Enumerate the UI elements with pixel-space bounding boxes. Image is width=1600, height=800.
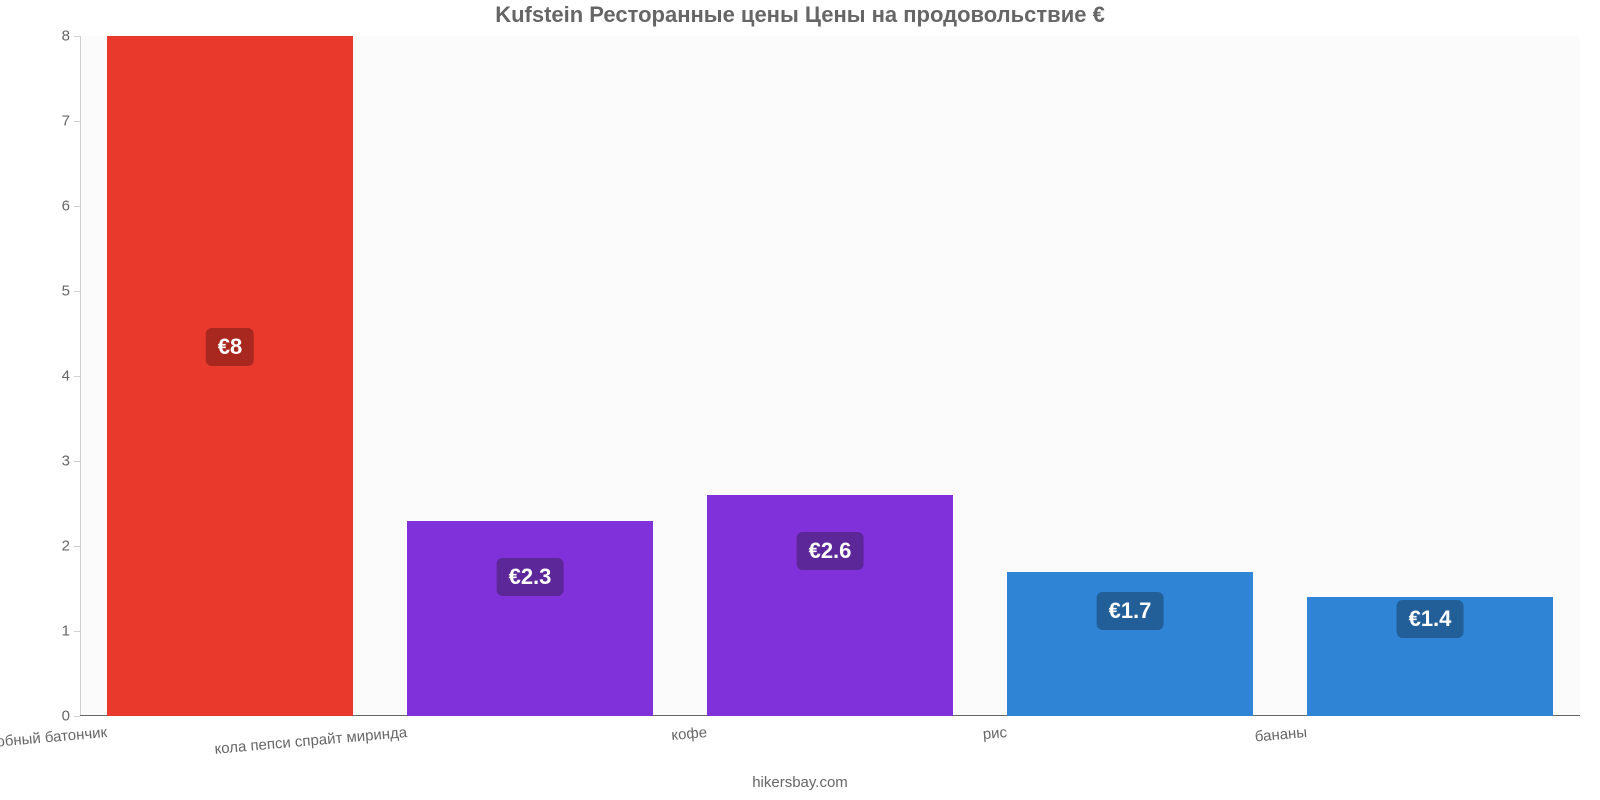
y-tick-mark [74,546,80,547]
bar [707,495,953,716]
y-tick-mark [74,291,80,292]
y-tick-mark [74,631,80,632]
bar-chart: Kufstein Ресторанные цены Цены на продов… [0,0,1600,800]
chart-credit: hikersbay.com [0,774,1600,791]
chart-title: Kufstein Ресторанные цены Цены на продов… [0,2,1600,28]
value-badge: €1.7 [1097,592,1164,630]
y-axis-line [80,36,81,716]
plot-area: 012345678 €8€2.3€2.6€1.7€1.4 [80,36,1580,716]
y-tick-mark [74,206,80,207]
y-tick-mark [74,36,80,37]
y-tick-mark [74,121,80,122]
value-badge: €8 [206,328,254,366]
y-tick-mark [74,461,80,462]
y-tick-mark [74,376,80,377]
bar [407,521,653,717]
value-badge: €1.4 [1397,600,1464,638]
y-tick-mark [74,716,80,717]
bar [107,36,353,716]
value-badge: €2.6 [797,532,864,570]
value-badge: €2.3 [497,558,564,596]
